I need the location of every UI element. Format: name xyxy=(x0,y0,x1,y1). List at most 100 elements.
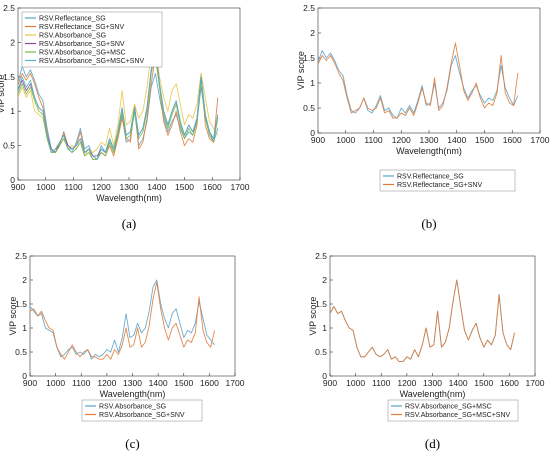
legend-entry: RSV.Absorbance_SG+MSC xyxy=(405,404,492,411)
legend: RSV.Absorbance_SG+MSCRSV.Absorbance_SG+M… xyxy=(387,399,519,422)
x-axis-label: Wavelength(nm) xyxy=(100,389,166,399)
x-tick-label: 1200 xyxy=(397,378,416,388)
panel-label: (a) xyxy=(122,216,136,231)
legend-box xyxy=(21,11,163,68)
series-line xyxy=(29,281,215,360)
x-tick-label: 900 xyxy=(323,378,337,388)
y-tick-label: 0.5 xyxy=(15,347,27,357)
panel-label: (b) xyxy=(421,216,436,231)
x-tick-label: 1000 xyxy=(346,378,365,388)
y-tick-label: 2 xyxy=(22,275,27,285)
series-line xyxy=(17,52,219,160)
x-tick-label: 1100 xyxy=(372,378,391,388)
y-tick-label: 0 xyxy=(322,371,327,381)
x-tick-label: 1600 xyxy=(203,182,222,192)
series-line xyxy=(17,55,219,160)
x-tick-label: 1700 xyxy=(526,378,545,388)
series-line xyxy=(317,42,519,119)
x-tick-label: 1500 xyxy=(174,378,193,388)
x-tick-label: 1500 xyxy=(175,182,194,192)
series-line xyxy=(329,279,515,363)
legend-box xyxy=(81,399,203,422)
legend-entry: RSV.Reflectance_SG+SNV xyxy=(39,24,124,31)
y-axis-label: VIP score xyxy=(308,297,318,336)
y-axis-label: VIP score xyxy=(0,75,6,114)
x-tick-label: 1000 xyxy=(46,378,65,388)
y-tick-label: 1.5 xyxy=(15,299,27,309)
x-tick-label: 1400 xyxy=(149,378,168,388)
y-tick-label: 1 xyxy=(10,106,15,116)
y-tick-label: 2 xyxy=(322,275,327,285)
y-tick-label: 1.5 xyxy=(3,72,15,82)
legend-entry: RSV.Reflectance_SG xyxy=(39,16,106,23)
chart-panel: 900 1000 1100 1200 1300 1400 1500 1600 1700 0 0.5 1… xyxy=(308,251,545,451)
y-tick-label: 1 xyxy=(322,323,327,333)
panel-label: (c) xyxy=(125,436,139,451)
legend-entry: RSV.Absorbance_SG+SNV xyxy=(39,41,125,48)
x-axis-label: Wavelength(nm) xyxy=(96,193,162,203)
series-line xyxy=(317,50,519,119)
x-tick-label: 900 xyxy=(11,182,25,192)
x-tick-label: 1100 xyxy=(364,135,383,145)
x-tick-label: 1100 xyxy=(72,378,91,388)
y-axis-label: VIP score xyxy=(296,51,306,90)
legend-entry: RSV.Absorbance_SG xyxy=(99,404,166,411)
y-tick-label: 0 xyxy=(10,175,15,185)
y-tick-label: 0.5 xyxy=(3,141,15,151)
x-tick-label: 1700 xyxy=(531,135,550,145)
y-tick-label: 1 xyxy=(22,323,27,333)
x-tick-label: 1400 xyxy=(449,378,468,388)
y-axis-label: VIP score xyxy=(8,297,18,336)
y-tick-label: 2.5 xyxy=(303,3,315,13)
y-tick-label: 1.5 xyxy=(303,53,315,63)
y-tick-label: 2 xyxy=(10,37,15,47)
x-tick-label: 1100 xyxy=(64,182,83,192)
x-axis-label: Wavelength(nm) xyxy=(396,146,462,156)
y-tick-label: 0 xyxy=(22,371,27,381)
x-tick-label: 1000 xyxy=(336,135,355,145)
x-tick-label: 1400 xyxy=(447,135,466,145)
series-line xyxy=(17,48,219,160)
series-line xyxy=(29,279,215,360)
x-tick-label: 1500 xyxy=(474,378,493,388)
legend-box xyxy=(379,169,516,192)
x-tick-label: 1300 xyxy=(420,135,439,145)
y-tick-label: 1 xyxy=(310,78,315,88)
chart-panel: 900 1000 1100 1200 1300 1400 1500 1600 1700 0 0.5 1… xyxy=(0,3,250,231)
y-tick-label: 0.5 xyxy=(303,103,315,113)
x-tick-label: 1600 xyxy=(200,378,219,388)
x-tick-label: 1200 xyxy=(392,135,411,145)
legend-entry: RSV.Absorbance_SG+MSC+SNV xyxy=(405,412,511,419)
x-tick-label: 1200 xyxy=(92,182,111,192)
y-tick-label: 0 xyxy=(310,128,315,138)
legend-entry: RSV.Absorbance_SG xyxy=(39,33,106,40)
legend: RSV.Reflectance_SGRSV.Reflectance_SG+SNV… xyxy=(21,11,163,68)
plot-area-frame xyxy=(317,7,541,134)
x-tick-label: 1700 xyxy=(231,182,250,192)
x-tick-label: 1700 xyxy=(226,378,245,388)
chart-panel: 900 1000 1100 1200 1300 1400 1500 1600 1700 0 0.5 1… xyxy=(8,251,245,451)
x-tick-label: 900 xyxy=(23,378,37,388)
x-tick-label: 1600 xyxy=(503,135,522,145)
y-tick-label: 2.5 xyxy=(3,3,15,13)
legend-box xyxy=(387,399,519,422)
x-tick-label: 1000 xyxy=(36,182,55,192)
y-tick-label: 2 xyxy=(310,28,315,38)
series-line xyxy=(17,66,219,160)
legend-entry: RSV.Absorbance_SG+SNV xyxy=(99,412,185,419)
x-tick-label: 1600 xyxy=(500,378,519,388)
y-tick-label: 2.5 xyxy=(315,251,327,261)
x-tick-label: 1300 xyxy=(423,378,442,388)
y-tick-label: 1.5 xyxy=(315,299,327,309)
legend-entry: RSV.Absorbance_SG+MSC xyxy=(39,50,126,57)
legend-entry: RSV.Reflectance_SG xyxy=(397,174,464,181)
x-tick-label: 1400 xyxy=(147,182,166,192)
legend-entry: RSV.Absorbance_SG+MSC+SNV xyxy=(39,58,145,65)
x-tick-label: 1300 xyxy=(123,378,142,388)
plot-area-frame xyxy=(329,255,536,377)
y-tick-label: 2.5 xyxy=(15,251,27,261)
x-tick-label: 1300 xyxy=(120,182,139,192)
